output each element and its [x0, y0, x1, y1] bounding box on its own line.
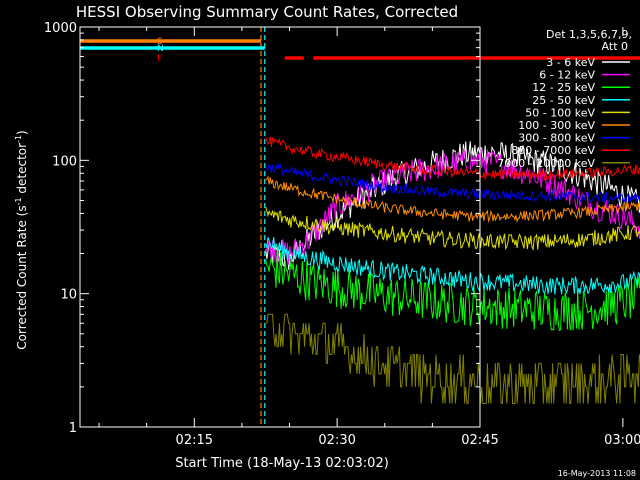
- series-line: [265, 237, 640, 295]
- legend-label: 3 - 6 keV: [546, 56, 595, 69]
- plot-area: SNF: [80, 27, 640, 427]
- x-axis-label: Start Time (18-May-13 02:03:02): [175, 456, 389, 471]
- legend-label: 800 - 7000 keV: [511, 144, 595, 157]
- series-line: [265, 163, 640, 205]
- legend-label: 6 - 12 keV: [539, 69, 595, 82]
- flag-letter-f: F: [157, 54, 162, 64]
- series-line: [265, 207, 640, 251]
- y-tick-label: 10: [60, 288, 77, 303]
- y-tick-label: 1: [69, 421, 77, 436]
- flag-letter-n: N: [157, 44, 164, 54]
- y-tick-label: 1000: [44, 21, 77, 36]
- legend-label: 100 - 300 keV: [518, 119, 595, 132]
- timestamp: 16-May-2013 11:08: [558, 469, 636, 478]
- chart-title: HESSI Observing Summary Count Rates, Cor…: [76, 3, 458, 21]
- series-line: [265, 175, 640, 224]
- legend-detectors: Det 1,3,5,6,7,9,: [546, 28, 632, 41]
- legend-attenuator: Att 0: [602, 40, 628, 53]
- legend-label: 7000 - 20000 keV: [497, 157, 595, 170]
- x-tick-label: 02:15: [176, 433, 213, 448]
- legend-label: 12 - 25 keV: [532, 81, 595, 94]
- series-line: [265, 252, 640, 332]
- series-line: [265, 313, 640, 404]
- legend-label: 300 - 800 keV: [518, 132, 595, 145]
- x-tick-label: 02:45: [461, 433, 498, 448]
- y-tick-label: 100: [52, 154, 77, 169]
- legend-label: 25 - 50 keV: [532, 94, 595, 107]
- x-tick-label: 02:30: [318, 433, 355, 448]
- y-axis-label: Corrected Count Rate (s-1 detector-1): [14, 130, 29, 349]
- series-line: [265, 136, 640, 181]
- series-line: [265, 141, 640, 270]
- legend-label: 50 - 100 keV: [525, 106, 595, 119]
- flag-letter-s: S: [157, 37, 163, 47]
- x-tick-label: 03:00: [604, 433, 640, 448]
- plot-frame: [79, 26, 481, 428]
